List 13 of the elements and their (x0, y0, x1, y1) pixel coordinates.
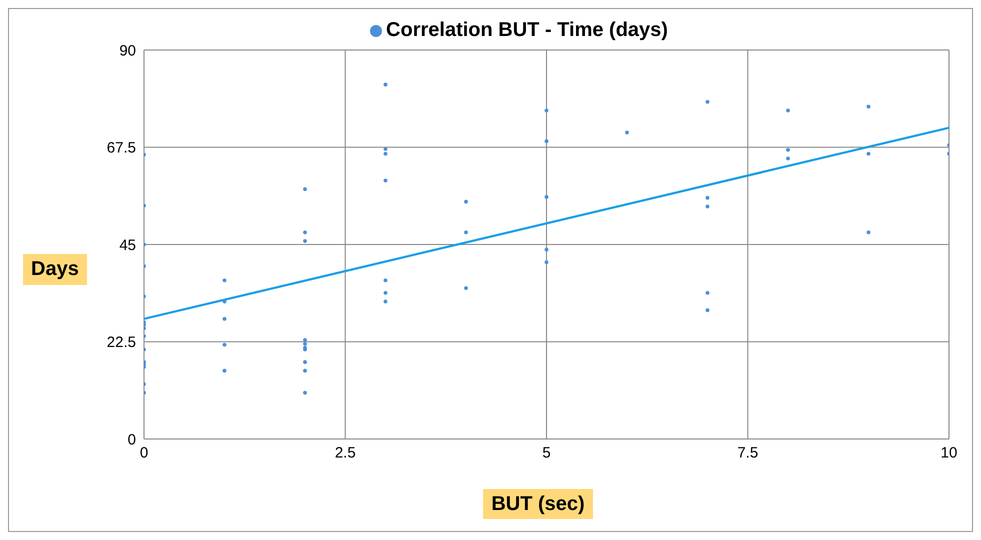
x-axis-title: BUT (sec) (483, 489, 593, 519)
x-tick-label: 2.5 (334, 444, 356, 462)
x-tick-label: 5 (542, 444, 551, 462)
y-axis-title: Days (23, 254, 87, 285)
y-tick-label: 22.5 (106, 334, 136, 352)
y-tick-label: 67.5 (106, 140, 136, 157)
x-tick-label: 10 (940, 444, 958, 462)
y-tick-label: 0 (128, 431, 136, 448)
legend-label: Correlation BUT - Time (days) (386, 19, 668, 41)
y-tick-label: 45 (119, 236, 136, 254)
x-tick-label: 0 (140, 444, 148, 462)
y-tick-label: 90 (119, 42, 136, 60)
x-tick-label: 7.5 (737, 444, 758, 462)
